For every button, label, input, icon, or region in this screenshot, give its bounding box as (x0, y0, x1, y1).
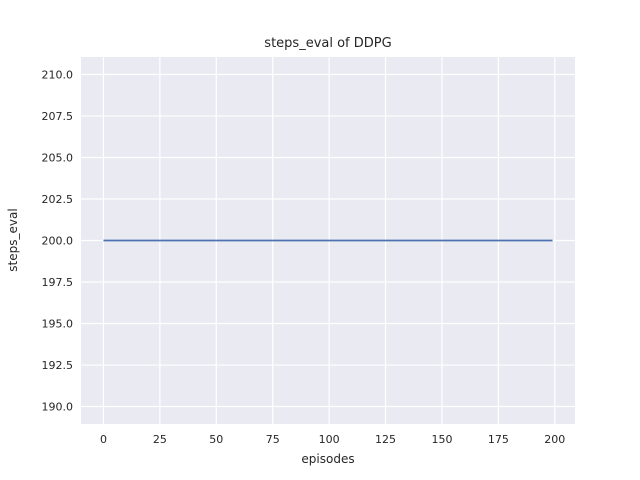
x-tick-label: 175 (488, 433, 509, 446)
y-axis-label: steps_eval (6, 208, 20, 272)
y-tick-label: 207.5 (42, 110, 74, 123)
x-tick-label: 25 (153, 433, 167, 446)
y-tick-label: 190.0 (42, 401, 74, 414)
y-tick-label: 195.0 (42, 318, 74, 331)
x-axis-label: episodes (301, 452, 355, 466)
x-tick-label: 125 (375, 433, 396, 446)
y-tick-label: 192.5 (42, 359, 74, 372)
x-tick-label: 200 (544, 433, 565, 446)
y-tick-label: 197.5 (42, 276, 74, 289)
x-tick-label: 150 (431, 433, 452, 446)
y-tick-label: 210.0 (42, 68, 74, 81)
x-tick-label: 0 (100, 433, 107, 446)
x-tick-label: 75 (266, 433, 280, 446)
y-tick-label: 205.0 (42, 151, 74, 164)
x-tick-label: 100 (319, 433, 340, 446)
chart-title: steps_eval of DDPG (264, 36, 392, 51)
y-tick-label: 202.5 (42, 193, 74, 206)
x-tick-label: 50 (209, 433, 223, 446)
y-tick-label: 200.0 (42, 235, 74, 248)
